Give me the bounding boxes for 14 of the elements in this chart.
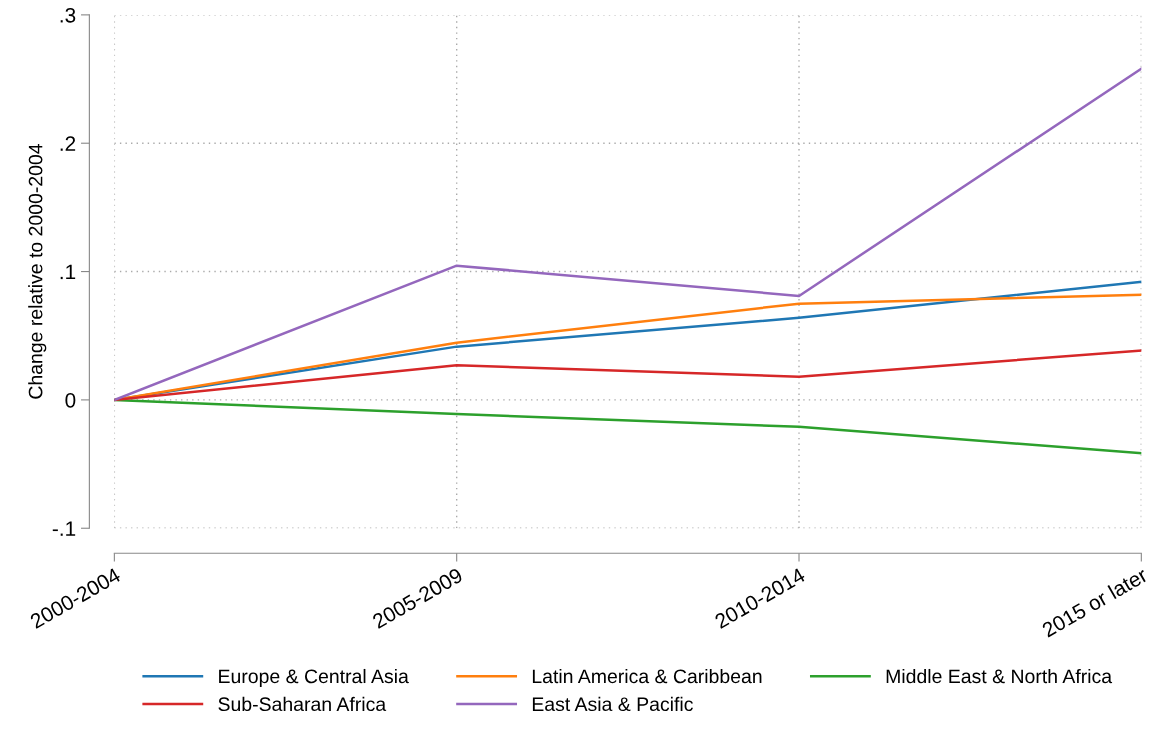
y-tick-label: .1 [60, 264, 76, 280]
y-tick-label: -.1 [52, 521, 76, 536]
y-tick-label: 0 [65, 392, 76, 408]
line-series [114, 67, 1142, 402]
y-tick-label: .2 [60, 136, 76, 151]
legend-label: Sub-Saharan Africa [218, 696, 387, 712]
legend-label: Latin America & Caribbean [532, 668, 762, 684]
legend-label: East Asia & Pacific [532, 696, 693, 712]
y-axis-title: Change relative to 2000-2004 [28, 144, 47, 399]
legend-label: Middle East & North Africa [886, 668, 1113, 684]
line-series [114, 349, 1142, 402]
x-tick-label: 2015 or later [1040, 566, 1149, 638]
y-tick-label: .3 [60, 7, 76, 23]
legend-label: Europe & Central Asia [219, 668, 409, 688]
